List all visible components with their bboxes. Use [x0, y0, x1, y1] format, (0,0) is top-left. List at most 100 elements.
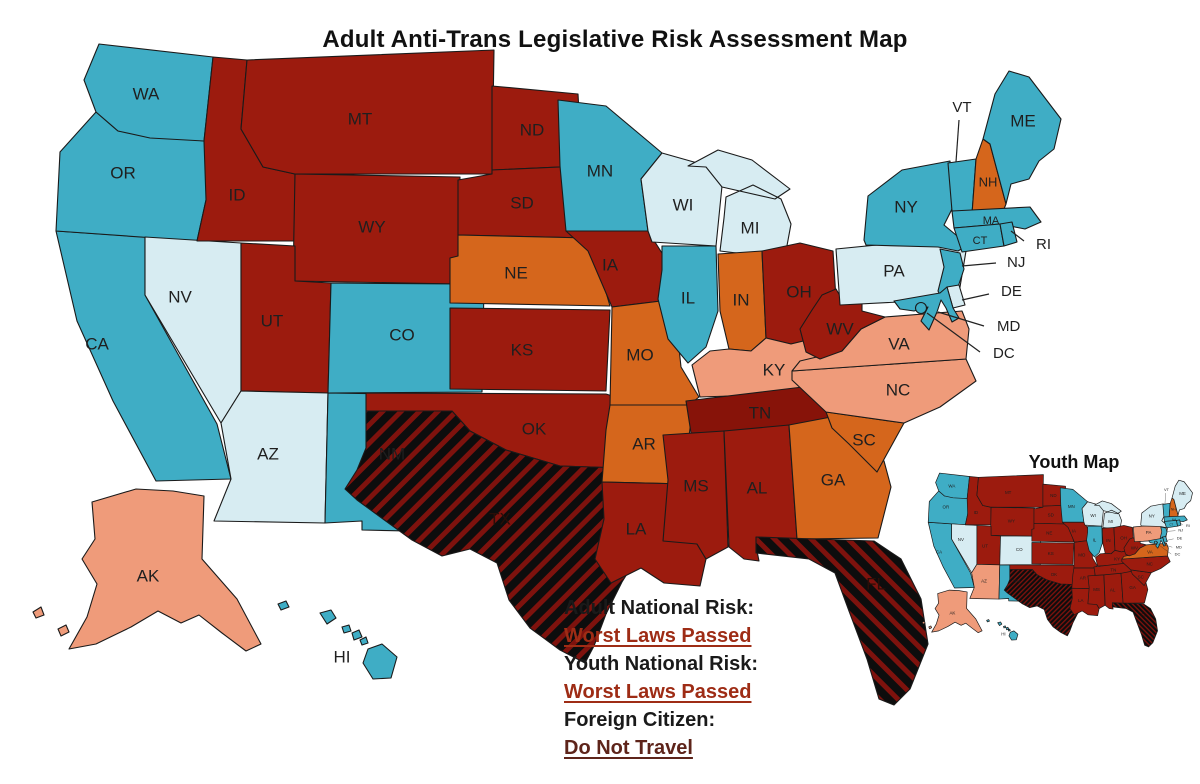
state-label-NJ: NJ: [1007, 254, 1025, 271]
state-label-NY: NY: [894, 197, 918, 216]
state-label-MA: MA: [983, 215, 1000, 227]
youth-state-label-RI: RI: [1186, 523, 1190, 528]
youth-state-label-IA: IA: [1072, 529, 1076, 534]
foreign-citizen-value: Do Not Travel: [564, 737, 693, 759]
youth-state-WI: [1081, 501, 1104, 527]
youth-state-label-MN: MN: [1068, 504, 1075, 509]
youth-state-label-FL: FL: [1141, 613, 1147, 618]
state-label-RI: RI: [1036, 236, 1051, 253]
state-TX: [344, 410, 644, 664]
state-label-MS: MS: [683, 476, 709, 495]
state-label-TX: TX: [489, 509, 511, 528]
youth-national-risk-value: Worst Laws Passed: [564, 681, 752, 703]
youth-state-label-DE: DE: [1177, 535, 1183, 540]
youth-state-label-UT: UT: [982, 543, 988, 548]
label-line-DE: [961, 293, 990, 301]
youth-state-label-NV: NV: [958, 537, 964, 542]
state-DC: [914, 301, 928, 315]
youth-state-label-CA: CA: [936, 549, 942, 554]
state-label-VT: VT: [952, 99, 971, 116]
state-label-SC: SC: [852, 430, 876, 449]
state-label-AR: AR: [632, 434, 656, 453]
youth-state-label-NH: NH: [1171, 508, 1176, 512]
state-label-KY: KY: [763, 360, 786, 379]
state-label-HI: HI: [334, 647, 351, 666]
state-label-ME: ME: [1010, 111, 1036, 130]
youth-label-line-NJ: [1166, 530, 1176, 532]
youth-state-label-NJ: NJ: [1178, 528, 1183, 533]
state-label-IA: IA: [602, 255, 619, 274]
youth-state-label-LA: LA: [1078, 598, 1083, 603]
youth-state-label-WA: WA: [948, 484, 955, 489]
youth-state-IL: [1086, 525, 1103, 558]
youth-state-label-MT: MT: [1005, 490, 1012, 495]
youth-state-label-NM: NM: [1013, 578, 1020, 583]
state-label-FL: FL: [866, 574, 886, 593]
youth-state-NY: [1140, 503, 1169, 528]
state-AK: [32, 488, 262, 652]
state-label-IN: IN: [733, 290, 750, 309]
state-label-AZ: AZ: [257, 444, 279, 463]
youth-state-label-NY: NY: [1149, 513, 1155, 518]
youth-state-label-KY: KY: [1114, 556, 1120, 561]
youth-map: CA OR WA NV ID MT WY UT CO AZ NM ND SD NE KS OK TX MN IA MO…: [921, 472, 1193, 648]
youth-state-label-WV: WV: [1131, 545, 1138, 550]
youth-state-label-TN: TN: [1110, 568, 1116, 573]
youth-state-AK: [921, 589, 983, 634]
youth-state-label-WI: WI: [1090, 513, 1095, 518]
youth-state-label-HI: HI: [1001, 632, 1005, 637]
state-label-WV: WV: [826, 319, 854, 338]
youth-state-FL: [1111, 602, 1158, 648]
youth-state-TX: [1003, 569, 1083, 637]
youth-state-KS: [1031, 542, 1075, 565]
youth-label-line-RI: [1179, 522, 1183, 526]
state-label-NC: NC: [886, 380, 911, 399]
youth-state-WA: [935, 472, 970, 499]
label-line-DC: [926, 312, 981, 353]
youth-state-label-ME: ME: [1179, 491, 1186, 496]
state-label-DE: DE: [1001, 283, 1022, 300]
state-label-WI: WI: [673, 195, 694, 214]
state-label-KS: KS: [511, 340, 534, 359]
state-IL: [657, 245, 719, 364]
youth-state-label-AR: AR: [1080, 576, 1087, 581]
state-NY: [863, 160, 969, 252]
state-label-AK: AK: [137, 566, 160, 585]
youth-state-label-NE: NE: [1046, 531, 1052, 536]
youth-state-label-TX: TX: [1042, 595, 1048, 600]
state-HI: [277, 600, 398, 680]
youth-state-label-ND: ND: [1050, 493, 1057, 498]
youth-state-label-CO: CO: [1016, 547, 1023, 552]
youth-map-title: Youth Map: [1028, 452, 1120, 472]
state-label-VA: VA: [888, 334, 910, 353]
youth-state-label-WY: WY: [1008, 519, 1015, 524]
state-label-NV: NV: [168, 287, 192, 306]
youth-state-label-ID: ID: [974, 510, 979, 515]
youth-label-line-DC: [1157, 543, 1172, 555]
state-NC: [791, 358, 977, 424]
foreign-citizen-label: Foreign Citizen:: [564, 709, 716, 731]
state-label-NH: NH: [979, 174, 998, 189]
adult-map: CA OR WA NV ID MT WY UT CO AZ NM ND SD NE KS OK TX MN IA MO…: [32, 43, 1062, 706]
youth-label-line-DE: [1166, 538, 1174, 541]
youth-state-label-MD: MD: [1176, 545, 1182, 550]
page-title: Adult Anti-Trans Legislative Risk Assess…: [322, 26, 908, 53]
label-line-RI: [1010, 230, 1025, 242]
state-label-MI: MI: [741, 218, 760, 237]
youth-state-label-MS: MS: [1093, 587, 1100, 592]
youth-state-label-CT: CT: [1169, 523, 1173, 527]
state-label-NM: NM: [379, 444, 405, 463]
state-label-CT: CT: [973, 235, 988, 247]
youth-state-label-MA: MA: [1172, 517, 1176, 521]
state-label-MO: MO: [626, 345, 653, 364]
youth-state-label-SD: SD: [1048, 512, 1055, 517]
state-label-AL: AL: [747, 478, 768, 497]
state-label-GA: GA: [821, 470, 846, 489]
youth-state-label-OH: OH: [1120, 536, 1127, 541]
youth-state-HI: [986, 619, 1019, 641]
youth-label-line-VT: [1164, 493, 1166, 505]
youth-state-label-MO: MO: [1078, 552, 1086, 557]
state-label-OH: OH: [786, 282, 812, 301]
